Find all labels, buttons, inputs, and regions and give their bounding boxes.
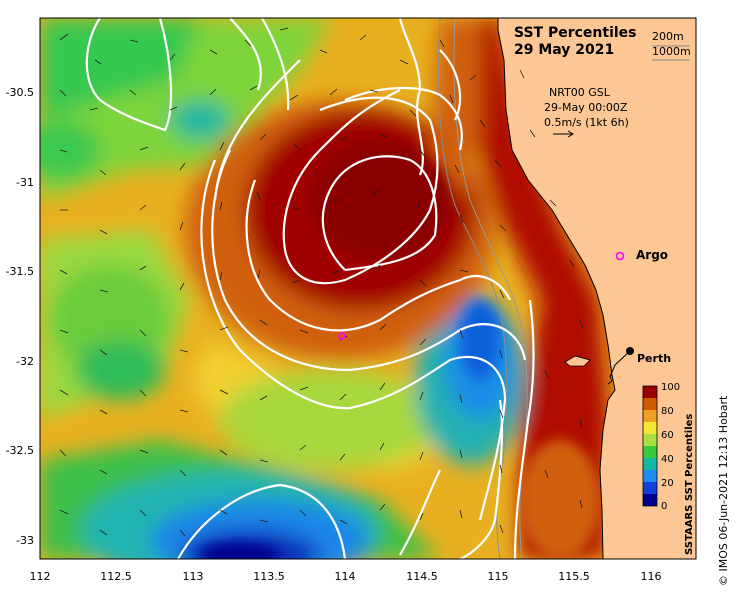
x-tick-label: 113 xyxy=(183,570,204,583)
colorbar-tick: 0 xyxy=(661,501,667,512)
y-tick-label: -32 xyxy=(16,355,34,368)
sst-field xyxy=(40,18,696,559)
x-tick-label: 115.5 xyxy=(558,570,590,583)
perth-label: Perth xyxy=(637,352,671,365)
x-tick-label: 115 xyxy=(488,570,509,583)
colorbar-swatch xyxy=(643,434,657,446)
currents-time: 29-May 00:00Z xyxy=(544,101,628,114)
depth-legend-1000m: 1000m xyxy=(652,45,691,58)
colorbar-tick: 40 xyxy=(661,454,674,465)
title-line2: 29 May 2021 xyxy=(514,42,614,58)
colorbar-swatch xyxy=(643,470,657,482)
title-line1: SST Percentiles xyxy=(514,25,637,41)
x-tick-label: 112.5 xyxy=(100,570,132,583)
current-scale-arrow xyxy=(553,130,574,138)
x-tick-label: 113.5 xyxy=(253,570,285,583)
y-tick-label: -31.5 xyxy=(6,265,34,278)
currents-scale: 0.5m/s (1kt 6h) xyxy=(544,116,629,129)
y-tick-label: -33 xyxy=(16,534,34,547)
argo-float-marker[interactable] xyxy=(615,251,625,261)
y-tick-label: -31 xyxy=(16,176,34,189)
y-tick-label: -32.5 xyxy=(6,444,34,457)
colorbar-swatch xyxy=(643,410,657,422)
colorbar-swatch xyxy=(643,446,657,458)
colorbar-tick: 20 xyxy=(661,478,674,489)
sst-contours xyxy=(85,18,535,559)
y-tick-label: -30.5 xyxy=(6,86,34,99)
argo-float-marker-2[interactable] xyxy=(338,332,346,340)
x-tick-label: 112 xyxy=(30,570,51,583)
currents-source: NRT00 GSL xyxy=(549,86,611,99)
colorbar-tick: 60 xyxy=(661,430,674,441)
y-axis: -30.5 -31 -31.5 -32 -32.5 -33 xyxy=(6,86,34,547)
colorbar-swatch xyxy=(643,494,657,506)
colorbar-title: SSTAARS SST Percentiles xyxy=(684,414,695,555)
depth-legend-200m: 200m xyxy=(652,30,684,43)
x-tick-label: 114.5 xyxy=(406,570,438,583)
colorbar-tick: 100 xyxy=(661,382,680,393)
colorbar-swatch xyxy=(643,458,657,470)
colorbar-tick: 80 xyxy=(661,406,674,417)
plot-frame xyxy=(39,17,697,560)
colorbar-swatch xyxy=(643,398,657,410)
colorbar-swatch xyxy=(643,482,657,494)
x-tick-label: 116 xyxy=(641,570,662,583)
credit-text: © IMOS 06-Jun-2021 12:13 Hobart xyxy=(717,395,730,586)
colorbar-swatch xyxy=(643,422,657,434)
current-vectors xyxy=(59,27,584,537)
x-axis: 112 112.5 113 113.5 114 114.5 115 115.5 … xyxy=(30,570,662,583)
colorbar: 100 80 60 40 20 0 SSTAARS SST Percentile… xyxy=(642,382,695,555)
colorbar-swatch xyxy=(643,386,657,398)
argo-label: Argo xyxy=(636,248,668,262)
x-tick-label: 114 xyxy=(335,570,356,583)
